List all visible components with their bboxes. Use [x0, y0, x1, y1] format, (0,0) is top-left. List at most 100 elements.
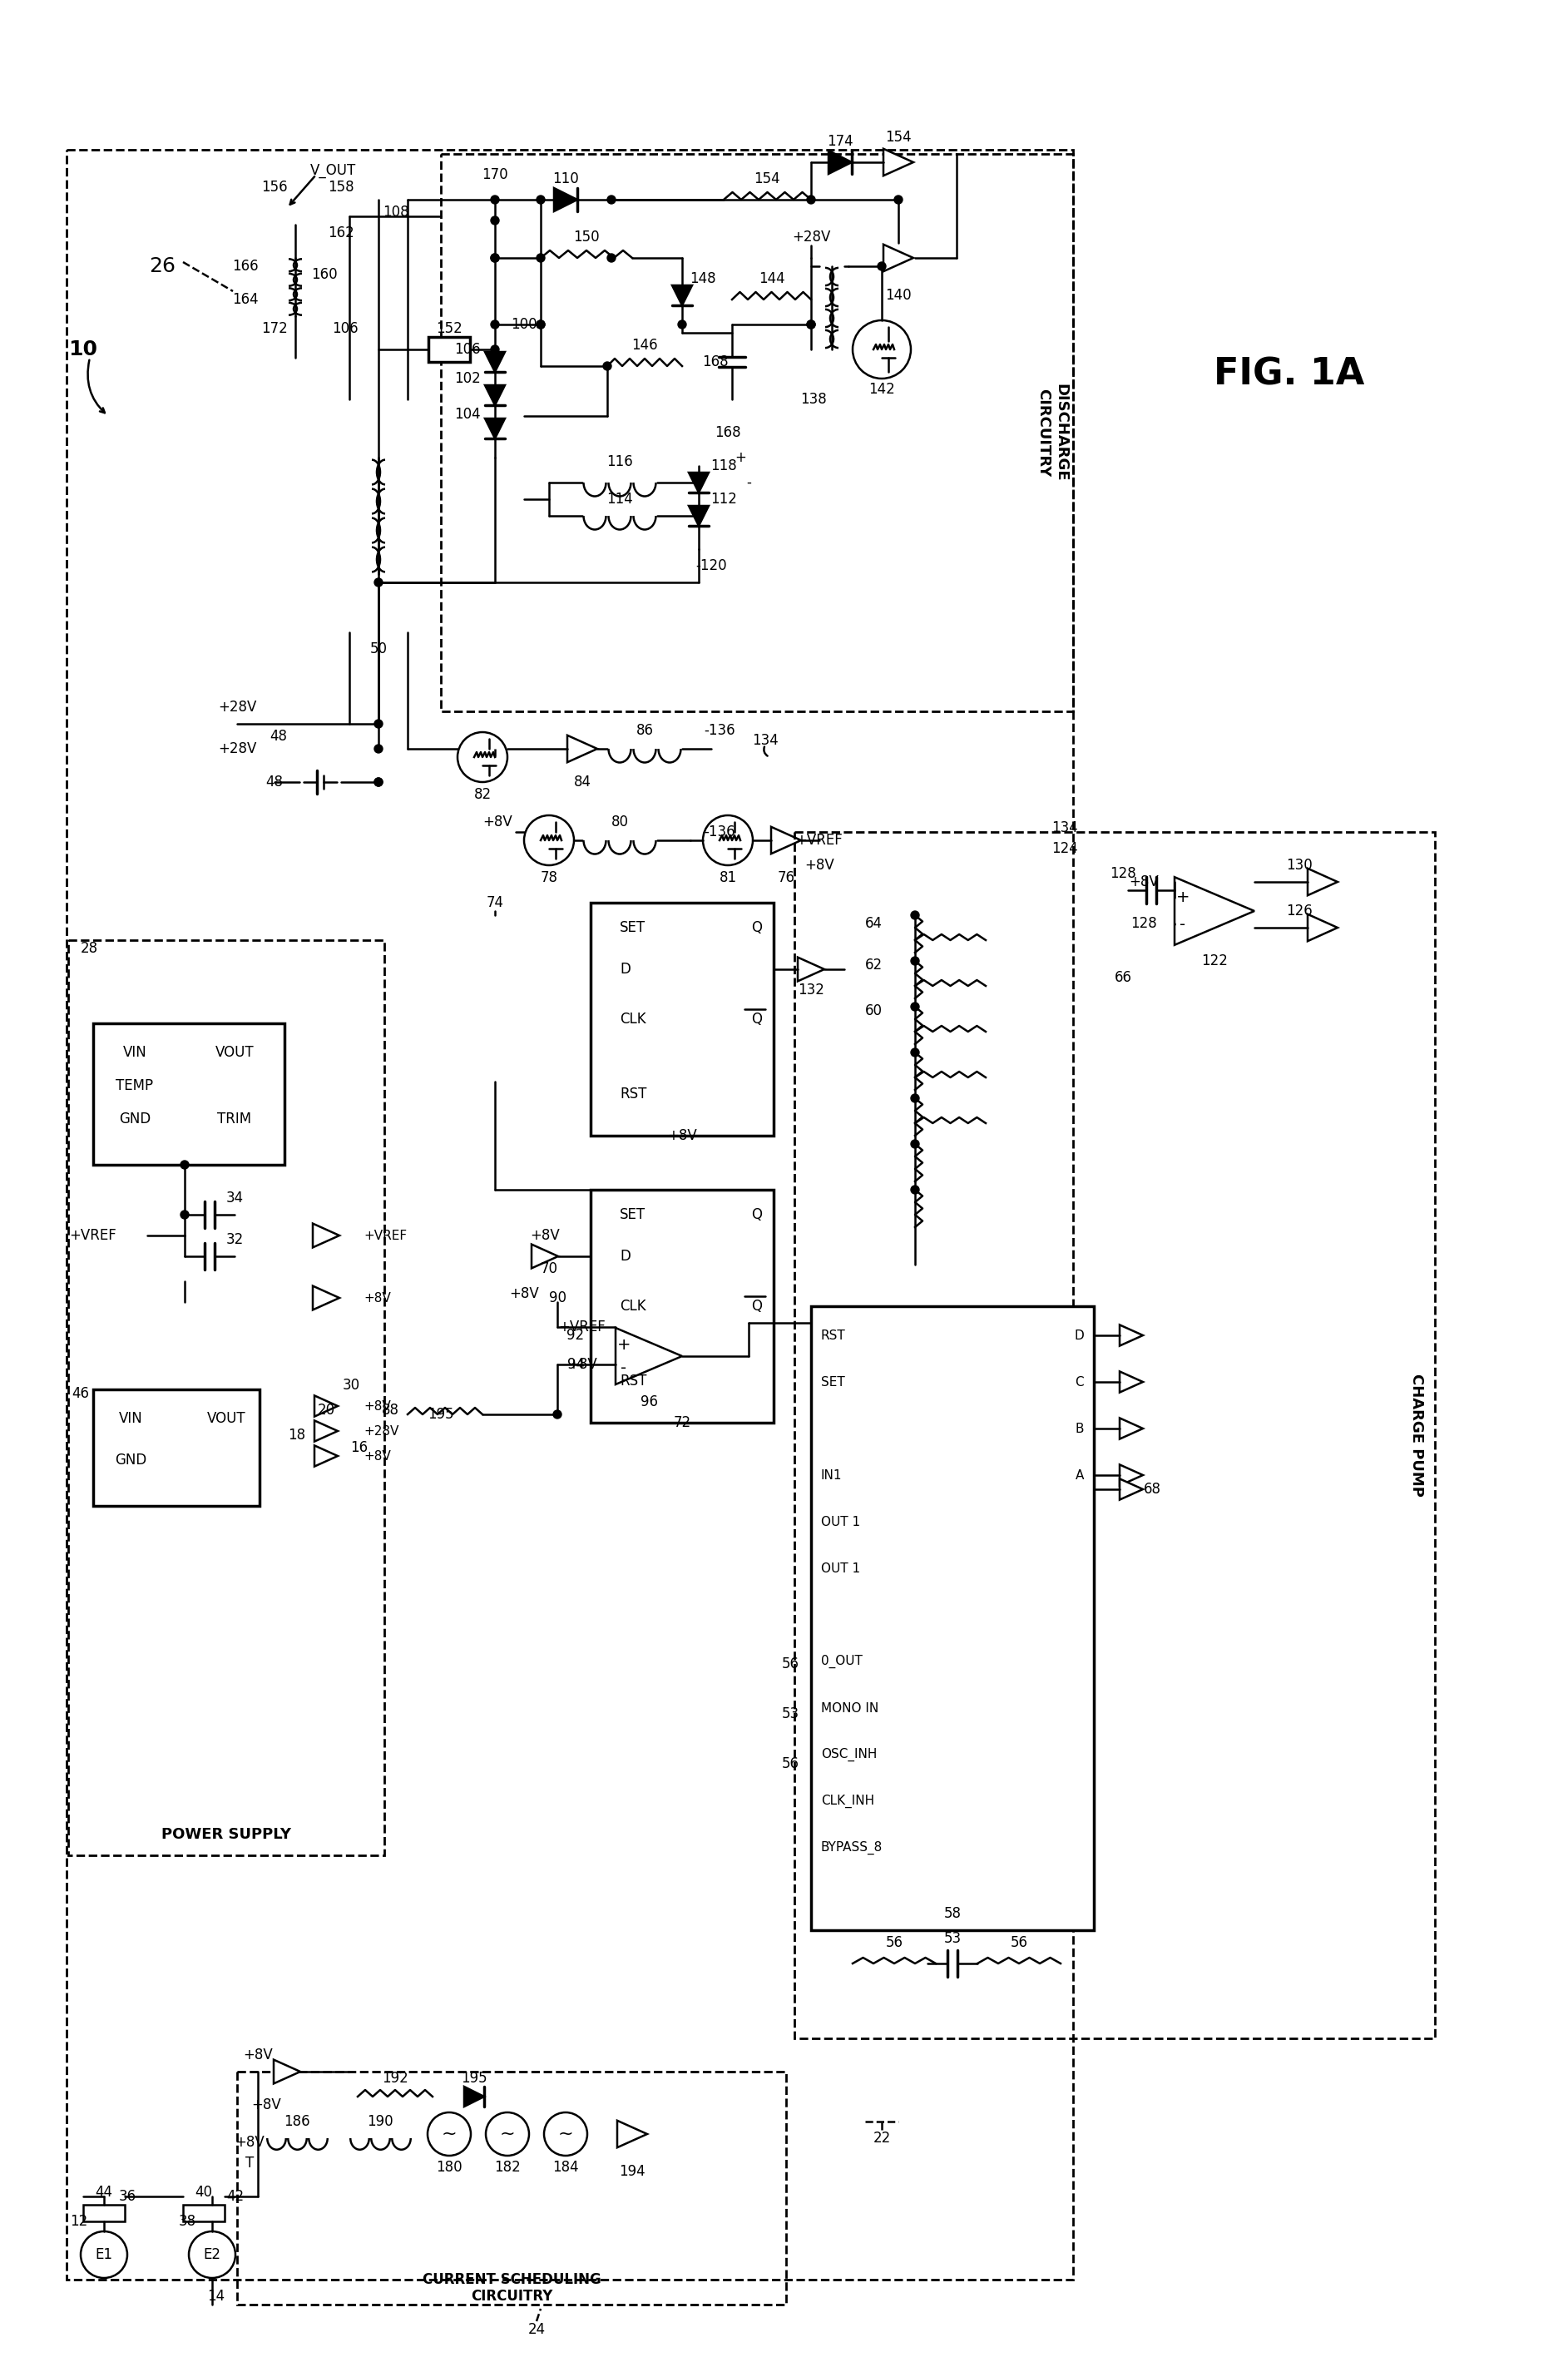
Text: 76: 76: [778, 869, 795, 886]
Text: +28V: +28V: [218, 742, 256, 756]
Text: -136: -136: [704, 723, 735, 737]
Circle shape: [702, 815, 753, 864]
Text: DISCHARGE
CIRCUITRY: DISCHARGE CIRCUITRY: [1036, 383, 1068, 482]
Text: 81: 81: [720, 869, 737, 886]
Text: 12: 12: [71, 2213, 88, 2230]
Text: 168: 168: [702, 354, 729, 368]
Circle shape: [536, 253, 544, 262]
Text: 132: 132: [798, 983, 825, 997]
Text: 16: 16: [351, 1441, 368, 1455]
Text: 100: 100: [511, 317, 538, 333]
Circle shape: [808, 321, 815, 328]
Circle shape: [428, 2112, 470, 2157]
Text: CHARGE PUMP: CHARGE PUMP: [1410, 1375, 1424, 1498]
Text: 124: 124: [1052, 841, 1077, 855]
Text: 22: 22: [873, 2131, 891, 2145]
Text: 112: 112: [710, 491, 737, 508]
Text: RST: RST: [822, 1330, 845, 1342]
Text: +8V: +8V: [530, 1228, 560, 1242]
Polygon shape: [828, 151, 851, 175]
Bar: [183, 2204, 224, 2220]
Text: 86: 86: [637, 723, 654, 737]
Circle shape: [180, 1212, 188, 1219]
Text: 146: 146: [632, 338, 659, 352]
Polygon shape: [312, 1285, 339, 1311]
Text: +: +: [734, 451, 746, 465]
Text: 190: 190: [367, 2114, 394, 2128]
Text: +8V: +8V: [235, 2135, 265, 2149]
Text: 62: 62: [864, 957, 883, 973]
Circle shape: [607, 196, 616, 203]
Circle shape: [911, 1094, 919, 1103]
Text: 134: 134: [1052, 820, 1077, 836]
Text: 138: 138: [800, 392, 826, 406]
Circle shape: [911, 1141, 919, 1148]
Text: 128: 128: [1110, 867, 1137, 881]
Bar: [83, 2204, 125, 2220]
Text: Q: Q: [751, 1011, 762, 1027]
Text: IN1: IN1: [822, 1469, 842, 1481]
Text: 108: 108: [383, 205, 409, 220]
Text: 72: 72: [673, 1415, 691, 1429]
Circle shape: [894, 196, 903, 203]
Text: 116: 116: [607, 454, 633, 470]
Text: 56: 56: [781, 1757, 800, 1772]
Text: GND: GND: [119, 1113, 151, 1127]
Circle shape: [491, 253, 499, 262]
Polygon shape: [315, 1396, 337, 1417]
Circle shape: [491, 253, 499, 262]
Text: 18: 18: [289, 1427, 306, 1443]
Text: 128: 128: [1131, 916, 1157, 931]
Text: 166: 166: [232, 260, 259, 274]
Text: 36: 36: [119, 2190, 136, 2204]
Text: V_OUT: V_OUT: [310, 163, 356, 177]
Bar: [237, 2071, 786, 2305]
Text: +8V: +8V: [364, 1450, 390, 1462]
Circle shape: [677, 321, 687, 328]
Text: BYPASS_8: BYPASS_8: [822, 1840, 883, 1854]
Text: 38: 38: [179, 2213, 196, 2230]
Text: 14: 14: [207, 2289, 226, 2303]
Text: 40: 40: [194, 2185, 213, 2199]
Circle shape: [911, 1186, 919, 1193]
Text: 74: 74: [486, 895, 503, 909]
Text: Q: Q: [751, 921, 762, 935]
Text: ~: ~: [500, 2126, 516, 2142]
Text: 134: 134: [753, 732, 778, 749]
Circle shape: [375, 777, 383, 787]
Text: 78: 78: [541, 869, 558, 886]
Polygon shape: [798, 957, 825, 980]
Polygon shape: [1174, 876, 1254, 945]
Text: +8V: +8V: [364, 1292, 390, 1304]
Circle shape: [911, 1001, 919, 1011]
Circle shape: [491, 217, 499, 224]
Text: OUT 1: OUT 1: [822, 1561, 861, 1575]
Polygon shape: [315, 1420, 337, 1441]
Circle shape: [458, 732, 508, 782]
Text: 34: 34: [226, 1190, 243, 1205]
Text: 28: 28: [80, 940, 99, 957]
Bar: [591, 902, 773, 1136]
Text: +8V: +8V: [568, 1356, 597, 1372]
Text: +VREF: +VREF: [795, 834, 844, 848]
Text: 90: 90: [549, 1290, 566, 1306]
Text: 142: 142: [869, 383, 895, 397]
Bar: [93, 1023, 284, 1164]
Text: E1: E1: [96, 2246, 113, 2263]
Polygon shape: [1120, 1479, 1143, 1500]
Text: 148: 148: [690, 272, 717, 286]
Text: +VREF: +VREF: [558, 1320, 605, 1335]
Text: 180: 180: [436, 2159, 463, 2175]
Circle shape: [375, 720, 383, 727]
Text: OSC_INH: OSC_INH: [822, 1748, 877, 1762]
Text: 144: 144: [759, 272, 786, 286]
Text: CLK: CLK: [619, 1011, 646, 1027]
Circle shape: [375, 777, 383, 787]
Circle shape: [536, 196, 544, 203]
Text: 20: 20: [317, 1403, 336, 1417]
Text: 58: 58: [944, 1906, 961, 1920]
Circle shape: [607, 253, 616, 262]
Text: MONO IN: MONO IN: [822, 1703, 878, 1715]
Polygon shape: [688, 472, 709, 494]
Text: 164: 164: [232, 293, 259, 307]
